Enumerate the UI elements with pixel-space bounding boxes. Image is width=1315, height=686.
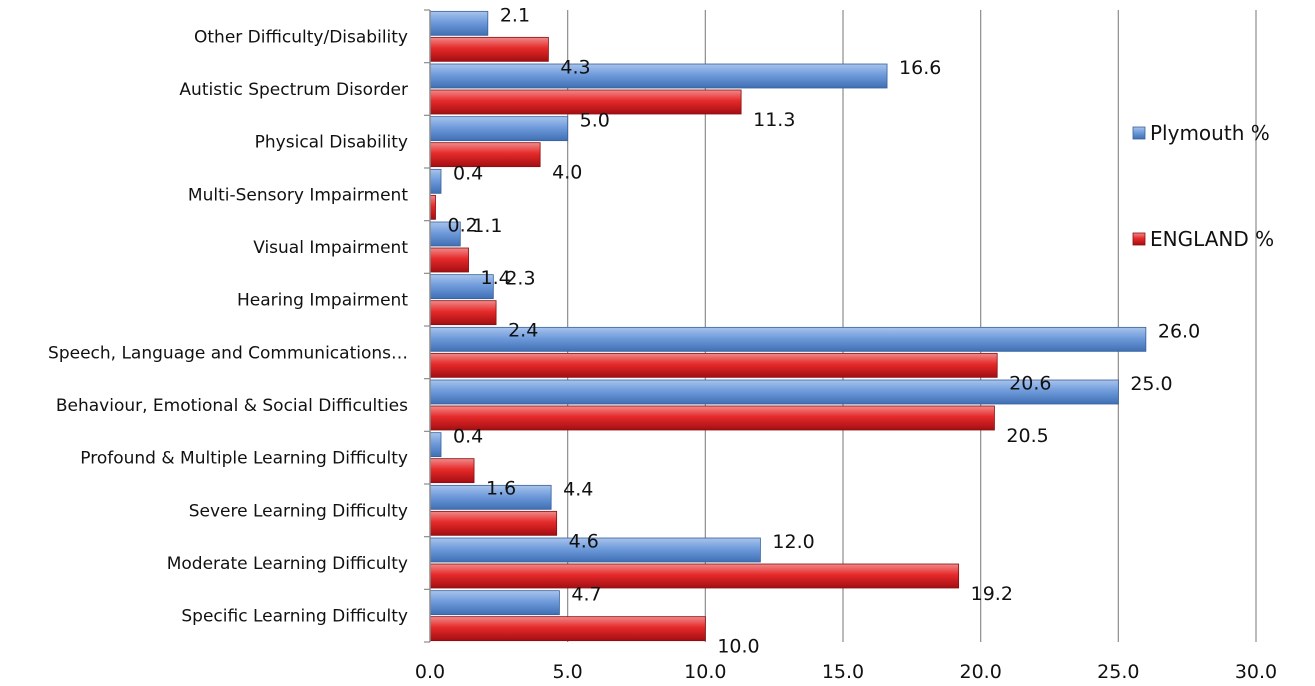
england-bar — [429, 247, 469, 273]
data-label: 10.0 — [717, 636, 759, 658]
plymouth-bar — [429, 116, 569, 142]
category-label: Profound & Multiple Learning Difficulty — [80, 449, 408, 469]
legend-label: Plymouth % — [1150, 121, 1270, 145]
labels: 0.0 5.0 10.0 15.0 20.0 25.0 30.0 Other Difficul… — [48, 4, 1277, 683]
x-tick-label: 25.0 — [1097, 661, 1139, 683]
data-label: 1.4 — [481, 267, 511, 289]
data-label: 12.0 — [772, 531, 814, 553]
category-label: Multi-Sensory Impairment — [188, 185, 408, 205]
data-label: 5.0 — [580, 110, 610, 132]
legend-swatch — [1132, 232, 1146, 246]
x-tick-label: 5.0 — [553, 661, 583, 683]
plymouth-bar — [429, 63, 888, 89]
england-bar — [429, 458, 475, 484]
plymouth-bar — [429, 432, 442, 458]
category-label: Autistic Spectrum Disorder — [179, 80, 408, 100]
x-tick-label: 30.0 — [1235, 661, 1277, 683]
data-label: 1.6 — [486, 478, 516, 500]
england-bar — [429, 300, 497, 326]
england-bar — [429, 563, 960, 589]
category-label: Speech, Language and Communications… — [48, 343, 408, 363]
england-bar — [429, 36, 549, 62]
england-bar — [429, 352, 998, 378]
plymouth-bar — [429, 326, 1147, 352]
plymouth-bar — [429, 221, 461, 247]
data-label: 0.2 — [448, 214, 478, 236]
data-label: 2.3 — [505, 268, 535, 290]
data-label: 25.0 — [1130, 373, 1172, 395]
legend: Plymouth % ENGLAND % — [1132, 121, 1274, 251]
plymouth-bar — [429, 10, 489, 36]
plymouth-bar — [429, 590, 560, 616]
category-label: Other Difficulty/Disability — [194, 27, 408, 47]
data-label: 4.0 — [552, 162, 582, 184]
category-label: Hearing Impairment — [237, 291, 408, 311]
plymouth-bar — [429, 537, 761, 563]
plymouth-bar — [429, 484, 552, 510]
plymouth-bar — [429, 274, 494, 300]
data-label: 1.1 — [472, 215, 502, 237]
plymouth-bar — [429, 379, 1119, 405]
plymouth-bar — [429, 168, 442, 194]
category-label: Behaviour, Emotional & Social Difficulti… — [56, 396, 408, 416]
bars — [429, 10, 1147, 642]
legend-swatch — [1132, 126, 1146, 140]
x-tick-label: 15.0 — [822, 661, 864, 683]
data-label: 0.4 — [453, 162, 483, 184]
category-label: Physical Disability — [255, 133, 408, 153]
england-bar — [429, 510, 558, 536]
x-tick-label: 0.0 — [415, 661, 445, 683]
data-label: 19.2 — [971, 583, 1013, 605]
y-axis — [424, 9, 431, 643]
x-tick-label: 20.0 — [960, 661, 1002, 683]
data-label: 4.3 — [560, 56, 590, 78]
category-label: Severe Learning Difficulty — [189, 501, 408, 521]
data-label: 26.0 — [1158, 320, 1200, 342]
data-label: 11.3 — [753, 109, 795, 131]
data-label: 16.6 — [899, 57, 941, 79]
category-label: Specific Learning Difficulty — [181, 607, 408, 627]
data-label: 20.5 — [1006, 425, 1048, 447]
x-tick-label: 10.0 — [684, 661, 726, 683]
legend-label: ENGLAND % — [1150, 227, 1274, 251]
gridlines — [567, 10, 1257, 642]
category-label: Moderate Learning Difficulty — [167, 554, 408, 574]
england-bar — [429, 405, 995, 431]
data-label: 2.1 — [500, 4, 530, 26]
england-bar — [429, 142, 541, 168]
data-label: 4.4 — [563, 478, 593, 500]
data-label: 20.6 — [1009, 372, 1051, 394]
data-label: 4.6 — [569, 530, 599, 552]
england-bar — [429, 89, 742, 115]
data-label: 4.7 — [571, 584, 601, 606]
england-bar — [429, 616, 706, 642]
data-label: 2.4 — [508, 320, 538, 342]
category-label: Visual Impairment — [253, 238, 408, 258]
england-bar — [429, 194, 436, 220]
data-label: 0.4 — [453, 426, 483, 448]
